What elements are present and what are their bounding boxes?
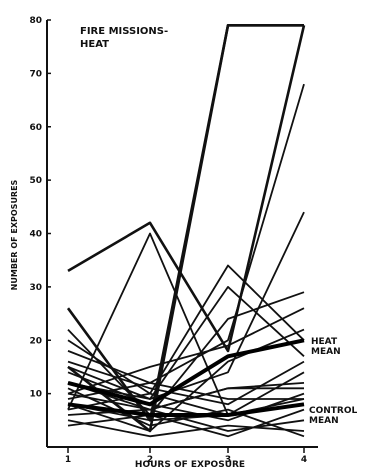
series-line xyxy=(67,307,305,395)
control-mean-label: CONTROL MEAN xyxy=(309,406,358,426)
y-axis-label: NUMBER OF EXPOSURES xyxy=(10,179,19,290)
y-tick-label: 50 xyxy=(29,176,42,186)
y-axis: 10 20 30 40 50 60 70 80 xyxy=(29,16,51,447)
series-line xyxy=(67,23,304,433)
y-tick-label: 20 xyxy=(29,336,42,346)
x-tick-label: 2 xyxy=(147,455,153,465)
chart-title: FIRE MISSIONS-HEAT xyxy=(80,26,168,50)
x-tick-label: 4 xyxy=(301,455,307,465)
series-line xyxy=(67,381,304,400)
y-tick-label: 60 xyxy=(29,123,42,133)
x-tick-label: 1 xyxy=(65,455,71,465)
series-line xyxy=(67,83,305,384)
control-mean-line xyxy=(67,402,305,417)
series-line xyxy=(67,291,305,416)
y-tick-label: 30 xyxy=(29,283,42,293)
heat-mean-label: HEAT MEAN xyxy=(311,337,341,357)
y-tick-label: 40 xyxy=(29,230,42,240)
series-line xyxy=(67,419,305,438)
heat-mean-line xyxy=(67,338,305,407)
series-line xyxy=(67,360,305,406)
x-axis: 1 2 3 4 xyxy=(47,446,318,465)
series-line xyxy=(67,232,305,416)
x-tick-label: 3 xyxy=(225,455,231,465)
series-line xyxy=(66,23,304,422)
x-axis-label: HOURS OF EXPOSURE xyxy=(135,460,245,470)
series-line xyxy=(67,408,305,432)
series-line xyxy=(67,387,304,411)
series-layer xyxy=(66,23,306,438)
series-line xyxy=(67,25,306,353)
y-tick-label: 70 xyxy=(29,69,42,79)
series-line xyxy=(67,211,305,400)
series-line xyxy=(67,387,305,438)
y-tick-label: 10 xyxy=(29,390,42,400)
y-tick-label: 80 xyxy=(29,16,42,26)
